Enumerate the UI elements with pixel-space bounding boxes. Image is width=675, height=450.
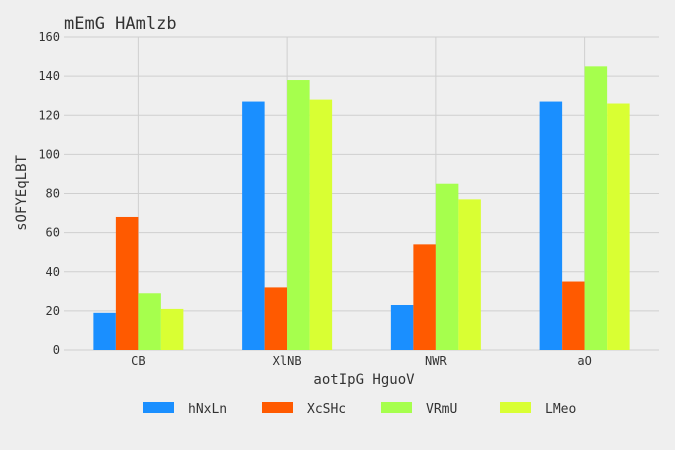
bars bbox=[93, 66, 629, 350]
y-tick-label: 0 bbox=[53, 343, 60, 357]
y-axis-title: sOFYEqLBT bbox=[14, 155, 30, 231]
legend-label-hnxln: hNxLn bbox=[188, 402, 227, 417]
y-tick-label: 160 bbox=[38, 30, 60, 44]
bar-vrmu-xlnb bbox=[287, 80, 310, 350]
x-tick-label: CB bbox=[131, 354, 145, 368]
bar-hnxln-ao bbox=[540, 102, 563, 350]
y-tick-label: 140 bbox=[38, 69, 60, 83]
y-tick-label: 80 bbox=[46, 187, 60, 201]
bar-hnxln-nwr bbox=[391, 305, 414, 350]
bar-lmeo-nwr bbox=[458, 199, 481, 350]
legend-swatch-vrmu bbox=[381, 402, 412, 413]
y-tick-label: 100 bbox=[38, 147, 60, 161]
x-tick-label: NWR bbox=[425, 354, 447, 368]
x-axis-title: aotIpG HguoV bbox=[313, 372, 415, 388]
y-tick-label: 120 bbox=[38, 108, 60, 122]
y-tick-label: 20 bbox=[46, 304, 60, 318]
bar-lmeo-cb bbox=[161, 309, 184, 350]
bar-vrmu-ao bbox=[585, 66, 608, 350]
x-tick-label: XlNB bbox=[273, 354, 302, 368]
legend-label-vrmu: VRmU bbox=[426, 402, 457, 417]
legend-swatch-lmeo bbox=[500, 402, 531, 413]
y-tick-label: 40 bbox=[46, 265, 60, 279]
chart-title: mEmG HAmlzb bbox=[64, 14, 177, 34]
bar-xcshc-nwr bbox=[413, 244, 436, 350]
bar-xcshc-ao bbox=[562, 282, 585, 350]
legend-label-lmeo: LMeo bbox=[545, 402, 576, 417]
bar-hnxln-cb bbox=[93, 313, 116, 350]
legend-swatch-xcshc bbox=[262, 402, 293, 413]
legend-swatch-hnxln bbox=[143, 402, 174, 413]
bar-xcshc-cb bbox=[116, 217, 139, 350]
bar-vrmu-cb bbox=[138, 293, 161, 350]
bar-vrmu-nwr bbox=[436, 184, 459, 350]
bar-xcshc-xlnb bbox=[265, 287, 288, 350]
y-tick-label: 60 bbox=[46, 226, 60, 240]
bar-lmeo-xlnb bbox=[310, 100, 333, 350]
bar-lmeo-ao bbox=[607, 104, 630, 350]
bar-hnxln-xlnb bbox=[242, 102, 265, 350]
legend-label-xcshc: XcSHc bbox=[307, 402, 346, 417]
legend: hNxLn XcSHc VRmU LMeo bbox=[143, 402, 576, 417]
x-tick-label: aO bbox=[577, 354, 591, 368]
